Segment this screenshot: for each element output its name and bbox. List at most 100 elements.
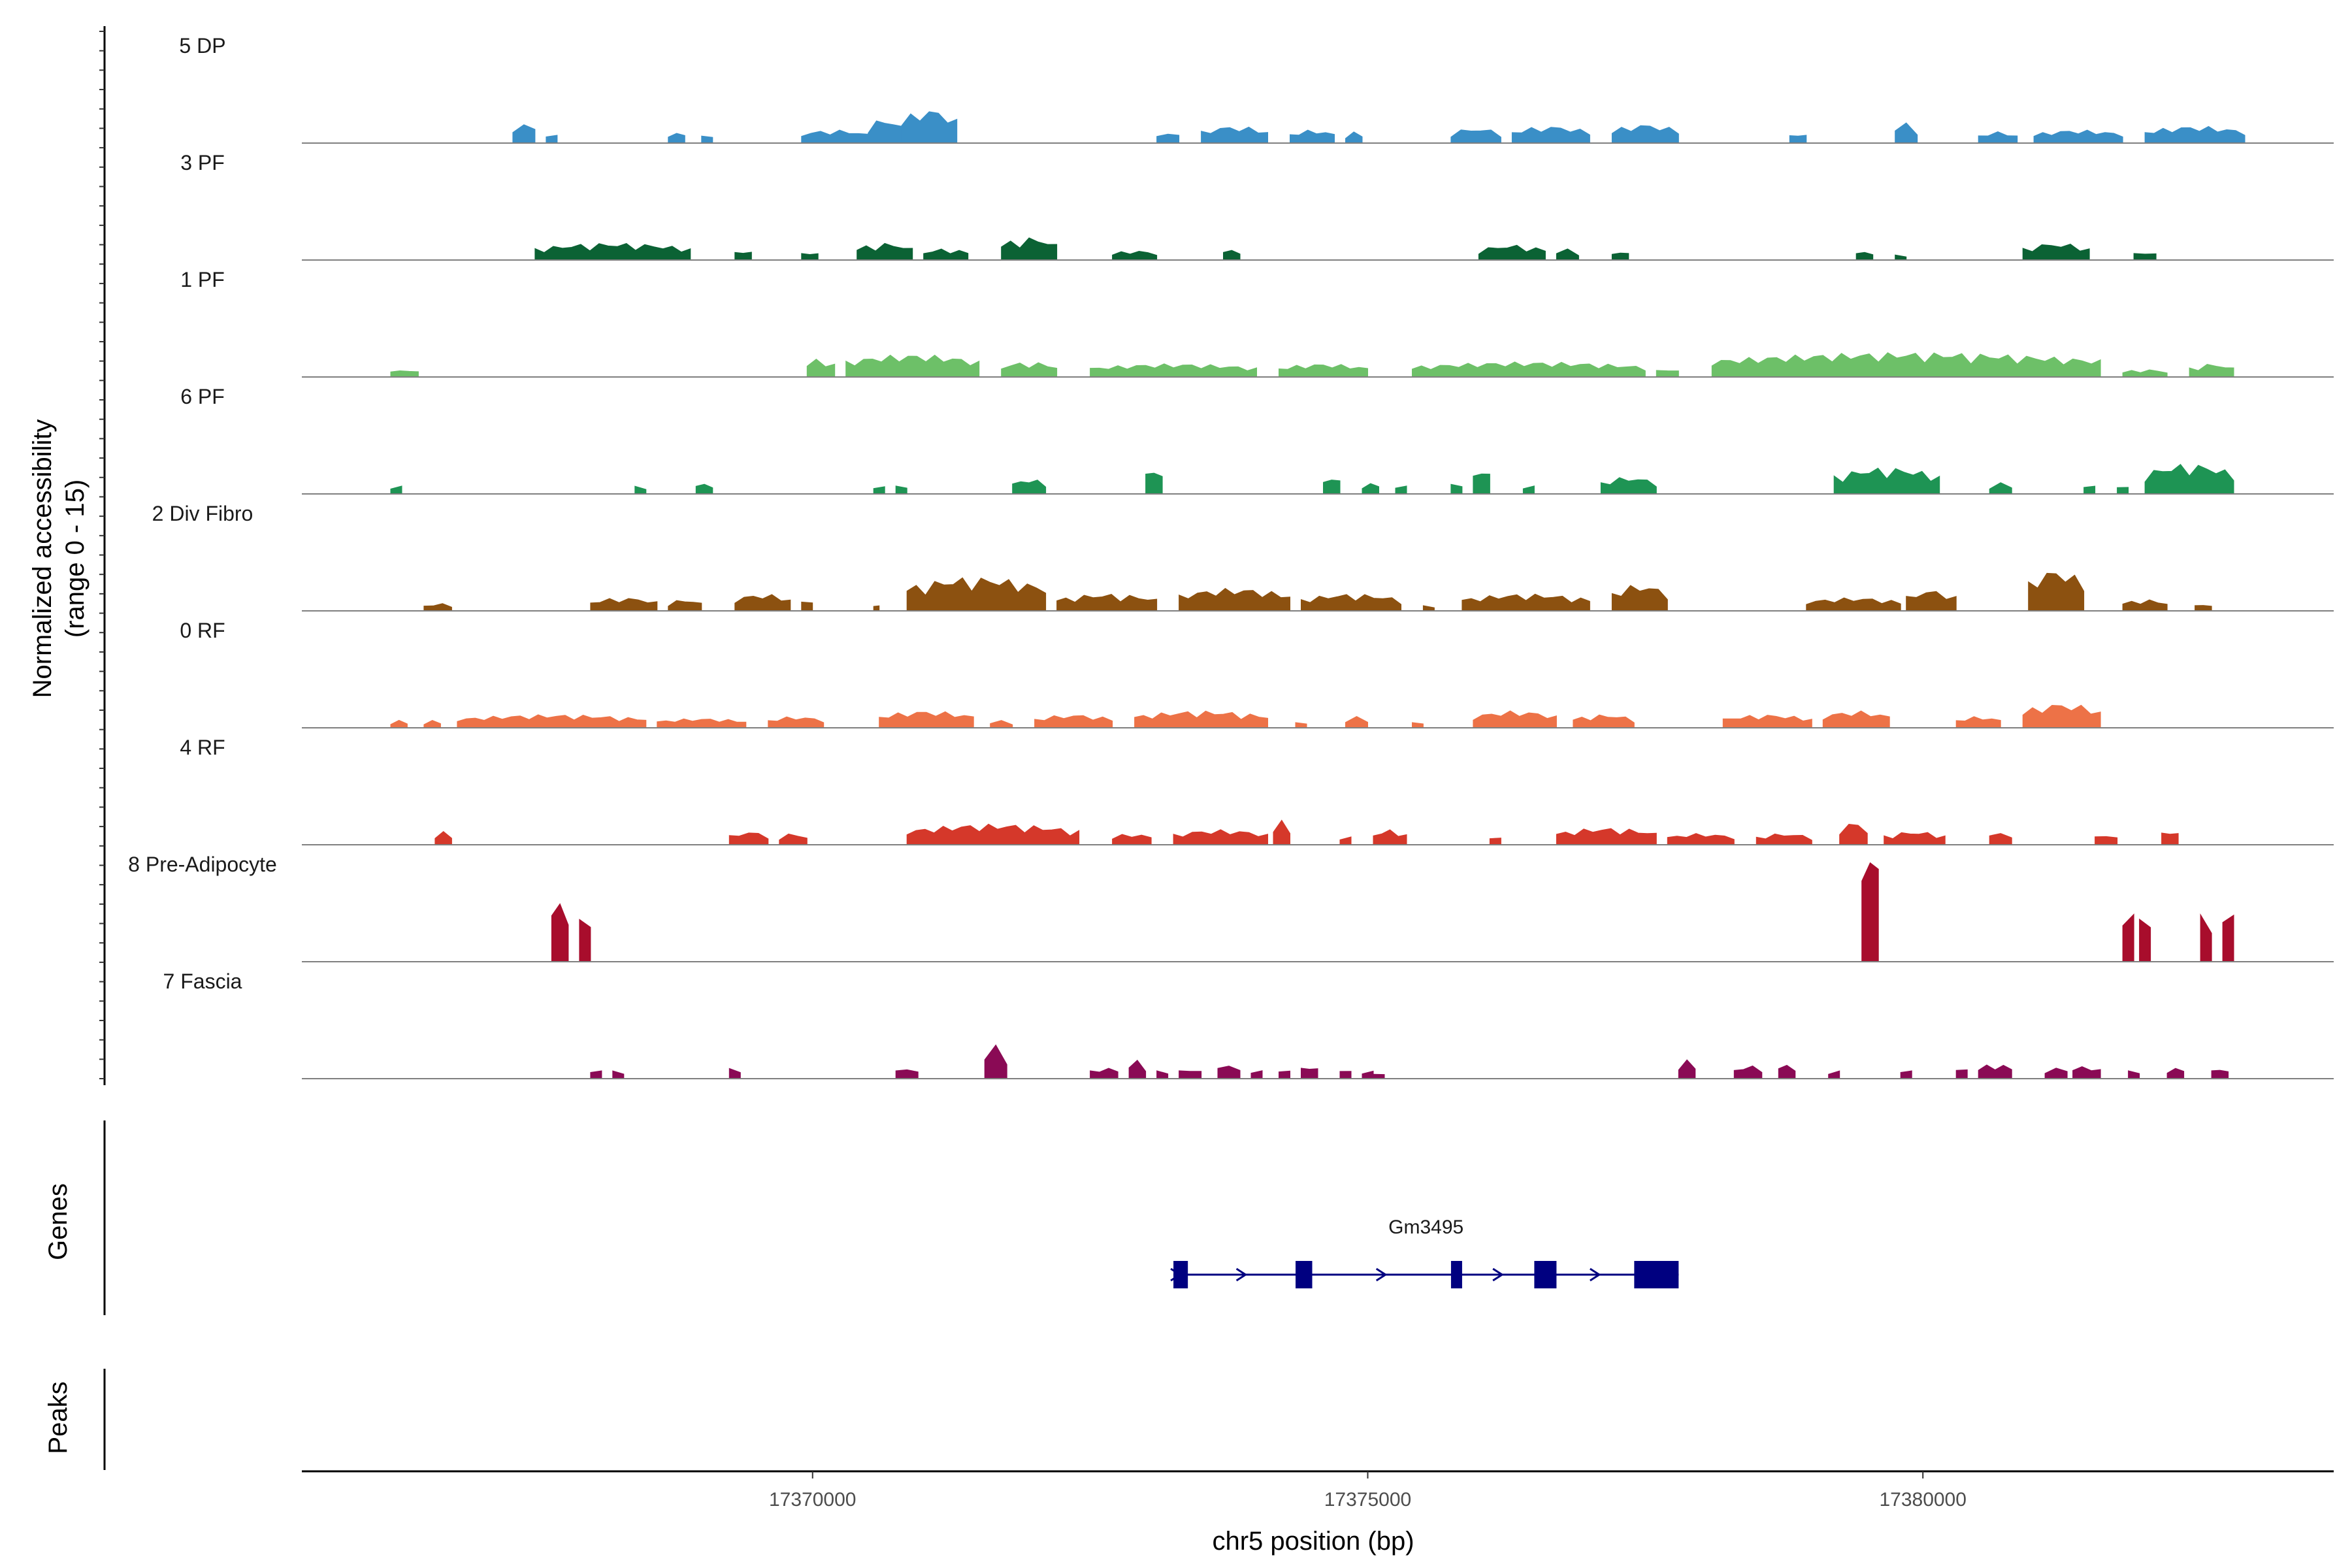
coverage-area (668, 600, 702, 612)
coverage-area (1806, 597, 1901, 612)
coverage-area (1989, 482, 2012, 495)
track-label: 5 DP (179, 34, 225, 57)
coverage-area (2022, 704, 2101, 728)
y-axis-title: Normalized accessibility (28, 419, 57, 698)
strand-arrow-icon (1590, 1267, 1601, 1282)
coverage-area (1511, 127, 1590, 144)
track-label: 7 Fascia (163, 970, 242, 993)
coverage-area (457, 714, 647, 728)
coverage-area (1955, 1069, 1968, 1079)
coverage-area (1978, 131, 2018, 144)
coverage-area (590, 598, 658, 612)
coverage-area (1145, 472, 1163, 495)
coverage-area (2166, 1068, 2185, 1079)
coverage-area (906, 577, 1047, 612)
coverage-area (1556, 828, 1657, 845)
coverage-area (390, 370, 419, 378)
coverage-area (2083, 485, 2096, 495)
coverage-area (1833, 467, 1940, 495)
coverage-area (801, 129, 869, 144)
coverage-area (1412, 722, 1424, 728)
coverage-area (1179, 1070, 1202, 1079)
strand-arrow-icon (1235, 1267, 1248, 1282)
coverage-area (1839, 823, 1868, 845)
coverage-area (1611, 252, 1629, 261)
coverage-area (1128, 1059, 1147, 1079)
coverage-area (779, 833, 808, 845)
track-0-rf: 0 RF (180, 619, 2334, 728)
coverage-area (906, 823, 1080, 845)
coverage-area (2072, 1066, 2101, 1079)
peaks-panel-title: Peaks (44, 1381, 73, 1454)
coverage-area (1450, 129, 1501, 144)
coverage-area (873, 486, 885, 495)
genes-panel: Gm3495 (103, 1120, 1679, 1315)
coverage-area (1978, 1064, 2012, 1079)
coverage-area (2022, 244, 2090, 261)
coverage-area (1345, 131, 1363, 144)
coverage-area (1395, 485, 1407, 495)
coverage-area (2144, 463, 2234, 495)
coverage-area (423, 719, 441, 728)
coverage-area (1733, 1065, 1763, 1079)
track-label: 0 RF (180, 619, 225, 642)
coverage-area (1362, 1070, 1374, 1079)
coverage-area (1556, 248, 1579, 261)
coverage-area (1611, 125, 1679, 144)
coverage-area (390, 485, 402, 495)
coverage-area (701, 135, 713, 144)
coverage-area (1173, 829, 1268, 845)
track-label: 3 PF (180, 151, 225, 174)
coverage-area (1462, 593, 1590, 612)
coverage-area (895, 485, 907, 495)
coverage-area (2200, 913, 2212, 962)
x-axis: 17370000 17375000 17380000 (302, 1470, 2334, 1511)
coverage-area (1290, 129, 1335, 144)
coverage-area (579, 919, 591, 962)
coverage-area (1900, 1070, 1912, 1079)
coverage-area (2195, 605, 2212, 612)
coverage-area (728, 832, 769, 845)
track-label: 4 RF (180, 736, 225, 759)
coverage-area (534, 242, 691, 261)
coverage-panel: 5 DP 3 PF 1 PF 6 PF 2 Div Fibro 0 RF 4 RF 8 Pre… (99, 26, 2334, 1085)
coverage-area (728, 1068, 741, 1079)
coverage-area (1373, 829, 1407, 845)
coverage-area (668, 133, 685, 144)
gene-exon (1634, 1261, 1679, 1288)
coverage-area (2122, 913, 2134, 962)
coverage-area (1012, 480, 1047, 495)
coverage-area (1522, 485, 1535, 495)
coverage-area (2161, 832, 2179, 845)
coverage-area (1789, 135, 1807, 144)
coverage-area (1473, 473, 1490, 495)
track-label: 1 PF (180, 268, 225, 291)
track-2-div-fibro: 2 Div Fibro (152, 502, 2334, 612)
track-7-fascia: 7 Fascia (163, 970, 2334, 1079)
coverage-area (1339, 836, 1352, 845)
coverage-area (1478, 244, 1546, 261)
coverage-area (2095, 836, 2118, 845)
coverage-area (1339, 1071, 1352, 1079)
coverage-area (434, 831, 452, 845)
track-label: 8 Pre-Adipocyte (128, 853, 277, 876)
coverage-area (1722, 715, 1812, 728)
coverage-area (1345, 716, 1368, 728)
coverage-area (868, 120, 902, 144)
coverage-area (1678, 1059, 1696, 1079)
coverage-area (2128, 1070, 2140, 1079)
coverage-area (895, 1069, 919, 1079)
coverage-area (879, 711, 974, 728)
coverage-area (1906, 591, 1957, 612)
coverage-area (1895, 254, 1907, 261)
coverage-area (1090, 1068, 1119, 1079)
coverage-area (1279, 364, 1368, 378)
coverage-area (1412, 361, 1646, 378)
coverage-area (1473, 710, 1557, 728)
coverage-area (1828, 1070, 1840, 1079)
track-6-pf: 6 PF (180, 385, 2334, 495)
gene-gm3495: Gm3495 (1170, 1217, 1679, 1288)
coverage-area (1295, 722, 1307, 728)
coverage-area (1001, 362, 1058, 378)
coverage-area (551, 903, 569, 962)
